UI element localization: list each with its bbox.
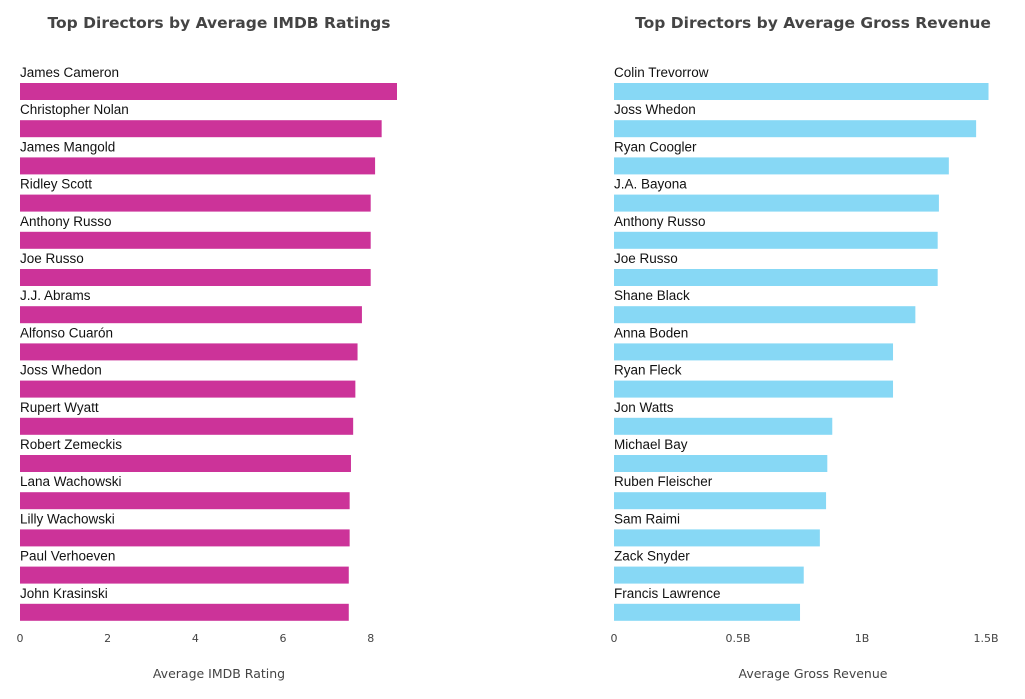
category-label: Anthony Russo [614,214,706,229]
x-tick-label: 1B [855,632,870,645]
category-label: Anthony Russo [20,214,112,229]
category-label: Colin Trevorrow [614,65,709,80]
category-label: Jon Watts [614,400,674,415]
bar[interactable] [20,120,382,138]
bar[interactable] [614,83,989,100]
imdb-rating-chart: Top Directors by Average IMDB Ratings Ja… [17,14,397,681]
category-label: Joe Russo [614,251,678,266]
category-label: Ryan Coogler [614,139,697,154]
category-label: James Cameron [20,65,119,80]
bar[interactable] [20,492,350,510]
bar[interactable] [20,83,397,100]
category-label: John Krasinski [20,586,108,601]
x-tick-label: 6 [280,632,287,645]
category-label: Ruben Fleischer [614,474,713,489]
bar[interactable] [20,157,376,175]
bar[interactable] [614,603,801,621]
category-label: Joss Whedon [614,102,696,117]
bar[interactable] [614,306,916,324]
category-label: Alfonso Cuarón [20,325,113,340]
bar[interactable] [20,343,358,361]
bar[interactable] [614,492,827,510]
chart-title: Top Directors by Average Gross Revenue [635,14,991,32]
bar[interactable] [20,603,349,621]
chart-title: Top Directors by Average IMDB Ratings [47,14,390,32]
bar[interactable] [614,231,938,249]
category-label: Michael Bay [614,437,688,452]
category-label: Shane Black [614,288,690,303]
category-label: Lana Wachowski [20,474,122,489]
bar[interactable] [20,231,371,249]
category-label: Paul Verhoeven [20,549,115,564]
category-label: Christopher Nolan [20,102,129,117]
bar[interactable] [614,455,828,472]
bar[interactable] [614,157,949,175]
category-label: Ridley Scott [20,177,92,192]
bar[interactable] [614,343,894,361]
bar[interactable] [614,269,938,286]
bar[interactable] [20,306,362,324]
gross-revenue-chart: Top Directors by Average Gross Revenue C… [611,14,999,681]
category-label: Ryan Fleck [614,363,682,378]
x-tick-label: 8 [367,632,374,645]
category-label: Anna Boden [614,325,688,340]
category-label: Zack Snyder [614,549,690,564]
category-label: Sam Raimi [614,511,680,526]
category-label: Francis Lawrence [614,586,721,601]
bar[interactable] [20,566,349,584]
bar[interactable] [20,529,350,547]
category-label: Lilly Wachowski [20,511,115,526]
bar[interactable] [614,194,939,212]
bar[interactable] [614,120,977,138]
x-tick-label: 2 [104,632,111,645]
bar[interactable] [20,455,351,472]
x-axis-label: Average Gross Revenue [739,666,888,681]
bar[interactable] [614,529,820,547]
category-label: Rupert Wyatt [20,400,99,415]
x-tick-label: 0 [17,632,24,645]
category-label: J.A. Bayona [614,177,687,192]
category-label: Robert Zemeckis [20,437,122,452]
bar[interactable] [20,417,354,435]
category-label: J.J. Abrams [20,288,91,303]
x-tick-label: 1.5B [974,632,999,645]
category-label: Joe Russo [20,251,84,266]
x-axis-label: Average IMDB Rating [153,666,285,681]
bar[interactable] [614,380,894,398]
bar[interactable] [20,194,371,212]
bar[interactable] [614,566,804,584]
x-tick-label: 4 [192,632,199,645]
x-tick-label: 0.5B [725,632,750,645]
category-label: James Mangold [20,139,115,154]
bar[interactable] [614,417,833,435]
x-tick-label: 0 [611,632,618,645]
category-label: Joss Whedon [20,363,102,378]
bar[interactable] [20,380,356,398]
bar[interactable] [20,269,371,286]
